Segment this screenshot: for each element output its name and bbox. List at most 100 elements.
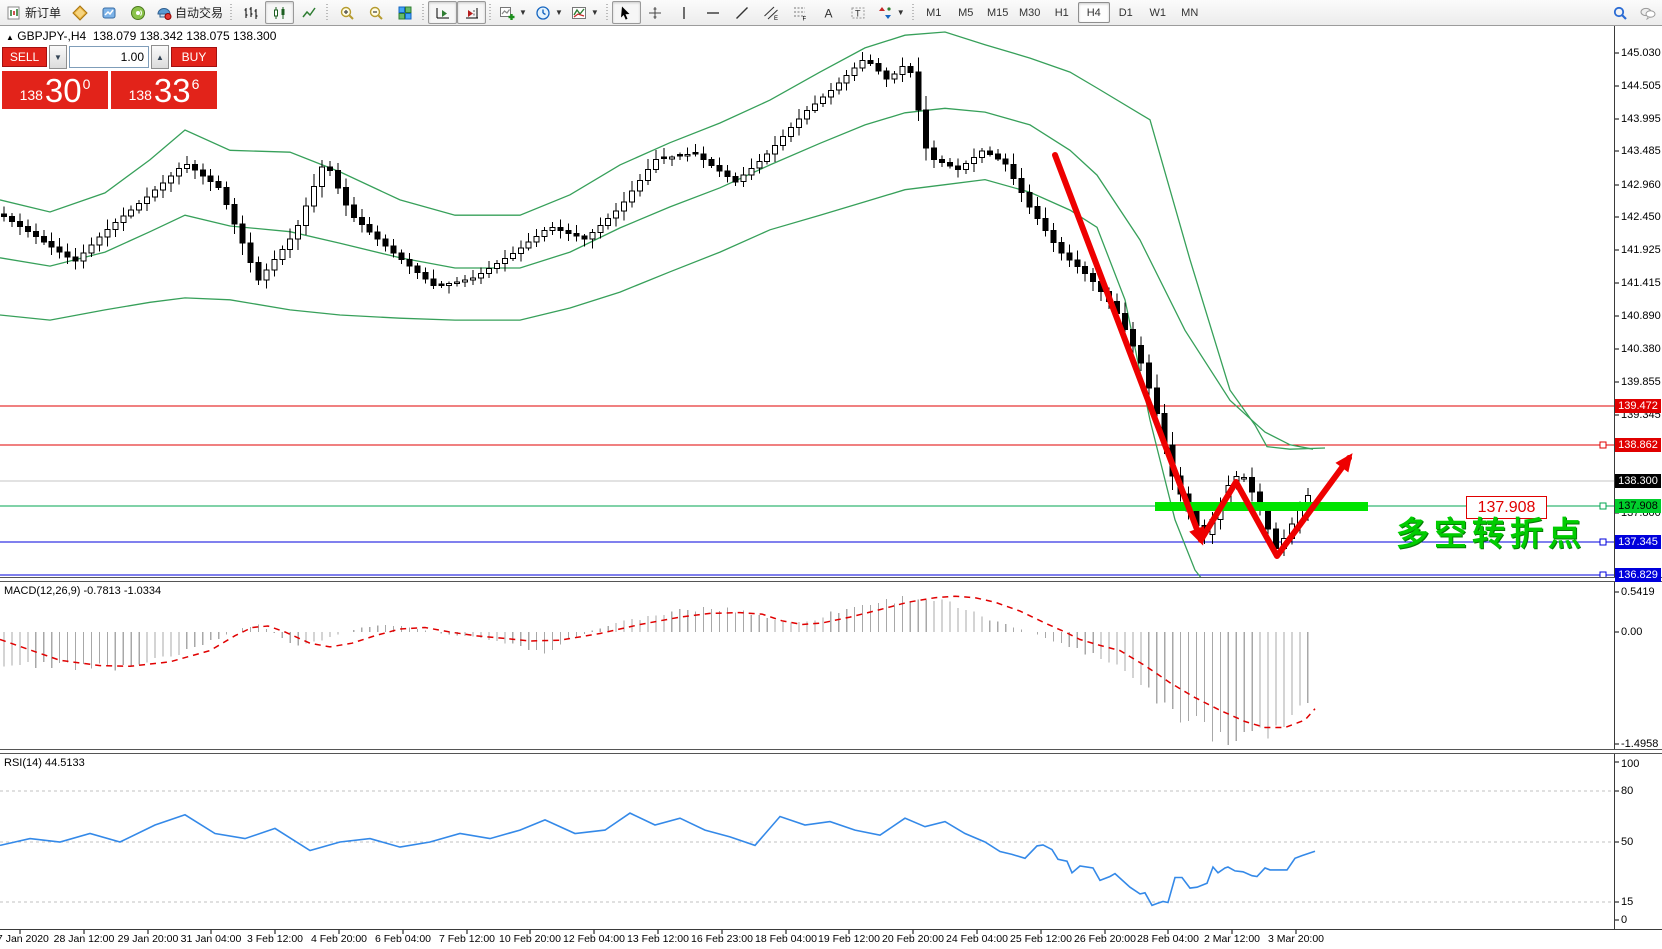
tab-timeframe-D1[interactable]: D1 [1118,6,1133,19]
rsi-tick-label: 0 [1621,914,1628,926]
svg-text:A: A [825,6,833,20]
zoom-out-button[interactable] [361,1,390,24]
rsi-tick-label: 100 [1621,758,1640,770]
price-tick-label: 142.450 [1621,211,1661,223]
date-label: 4 Feb 20:00 [310,933,368,945]
arrows-button[interactable]: ▼ [873,1,909,24]
svg-text:T: T [855,8,861,18]
toolbar-buttons: 新订单 自动交易 ▼ ▼ ▼ E F A T ▼ M1 M5 M15 M30 H1 H4 D1 W1 MN [2,1,1206,24]
tab-timeframe-M5[interactable]: M5 [958,6,974,19]
tab-timeframe-M15[interactable]: M15 [987,6,1009,19]
signals-button[interactable] [123,1,152,24]
vertical-line-button[interactable] [670,1,699,24]
bar-chart-button[interactable] [236,1,265,24]
equidistant-channel-button[interactable]: E [757,1,786,24]
indicators-button[interactable]: ▼ [567,1,603,24]
text-button[interactable]: A [815,1,844,24]
date-label: 6 Feb 04:00 [374,933,432,945]
tile-windows-button[interactable] [390,1,419,24]
price-tick-label: 145.030 [1621,47,1661,59]
text-label-button[interactable]: T [844,1,873,24]
price-badge: 139.472 [1615,399,1661,413]
tab-timeframe-H4[interactable]: H4 [1077,2,1110,23]
line-chart-button[interactable] [294,1,323,24]
horizontal-line-button[interactable] [699,1,728,24]
auto-scroll-button[interactable] [428,1,458,24]
sell-button[interactable]: SELL [2,47,47,67]
crosshair-button[interactable] [641,1,670,24]
toolbar: 新订单 自动交易 ▼ ▼ ▼ E F A T ▼ M1 M5 M15 M30 H1 H4 D1 W1 MN [0,0,1662,26]
price-badge: 137.345 [1615,535,1661,549]
text-label-icon: T [850,5,866,21]
date-label: 26 Feb 20:00 [1074,933,1136,945]
metaquotes-gold-button[interactable] [65,1,94,24]
candlestick-chart-button[interactable] [265,1,295,24]
tab-timeframe-MN[interactable]: MN [1181,6,1199,19]
tab-timeframe-M1[interactable]: M1 [926,6,942,19]
zoom-in-icon [339,5,355,21]
macd-tick-label: 0.00 [1621,626,1643,638]
chat-icon[interactable] [1640,5,1656,21]
date-label: 28 Jan 12:00 [53,933,115,945]
date-label: 3 Mar 20:00 [1267,933,1325,945]
new-order-icon [6,5,22,21]
rsi-tick-label: 80 [1621,785,1634,797]
sell-price-block[interactable]: 138 30 0 [2,71,108,109]
charts-cloud-button[interactable] [94,1,123,24]
arrows-icon [877,5,893,21]
date-label: 25 Feb 12:00 [1010,933,1072,945]
svg-text:F: F [803,16,807,21]
tile-windows-icon [397,5,413,21]
profiles-icon [535,5,551,21]
rsi-tick-label: 15 [1621,896,1634,908]
collapse-triangle-icon[interactable]: ▲ [6,33,14,42]
fibonacci-button[interactable]: F [786,1,815,24]
trade-prices-row: 138 30 0 138 33 6 [2,71,221,109]
tab-timeframe-W1[interactable]: W1 [1149,6,1166,19]
trade-controls-row: SELL ▼ ▲ BUY [2,45,221,69]
metaquotes-gold-icon [71,4,88,21]
text-icon: A [821,5,837,21]
date-label: 10 Feb 20:00 [499,933,561,945]
tab-timeframe-H1[interactable]: H1 [1054,6,1069,19]
new-order-button[interactable]: 新订单 [2,1,65,24]
volume-increase-button[interactable]: ▲ [151,45,169,69]
macd-splitter[interactable] [0,577,1662,582]
symbol-header: ▲ GBPJPY-,H4 138.079 138.342 138.075 138… [6,29,276,43]
equidistant-channel-icon: E [763,5,779,21]
trendline-icon [734,5,750,21]
tab-timeframe-M30[interactable]: M30 [1019,6,1041,19]
cursor-button[interactable] [611,1,641,24]
crosshair-icon [647,5,663,21]
zoom-in-button[interactable] [332,1,361,24]
toolbar-grip [325,3,331,22]
new-chart-button[interactable]: ▼ [495,1,531,24]
price-annotation-box[interactable]: 137.908 [1466,496,1547,519]
vertical-line-icon [676,5,692,21]
trendline-button[interactable] [728,1,757,24]
charts-cloud-icon [101,5,117,21]
price-tick-label: 142.960 [1621,179,1661,191]
volume-decrease-button[interactable]: ▼ [49,45,67,69]
horizontal-line-icon [705,5,721,21]
price-badge: 136.829 [1615,568,1661,582]
autotrading-button[interactable]: 自动交易 [152,1,227,24]
profiles-button[interactable]: ▼ [531,1,567,24]
chart-shift-button[interactable] [457,1,487,24]
price-tick-label: 144.505 [1621,80,1661,92]
buy-button[interactable]: BUY [171,47,217,67]
date-label: 12 Feb 04:00 [563,933,625,945]
turning-point-annotation[interactable]: 多空转折点 [1396,515,1586,552]
date-label: 28 Feb 04:00 [1137,933,1199,945]
candlestick-chart-icon [272,5,288,21]
search-icon[interactable] [1612,5,1628,21]
buy-price-prefix: 138 [128,87,152,103]
macd-tick-label: 0.5419 [1621,586,1655,598]
volume-input[interactable] [69,46,149,68]
rsi-splitter[interactable] [0,749,1662,754]
symbol-period-label: GBPJPY-,H4 [17,29,87,43]
buy-price-pip: 6 [191,76,200,92]
price-badge: 138.300 [1615,474,1661,488]
buy-price-block[interactable]: 138 33 6 [111,71,217,109]
